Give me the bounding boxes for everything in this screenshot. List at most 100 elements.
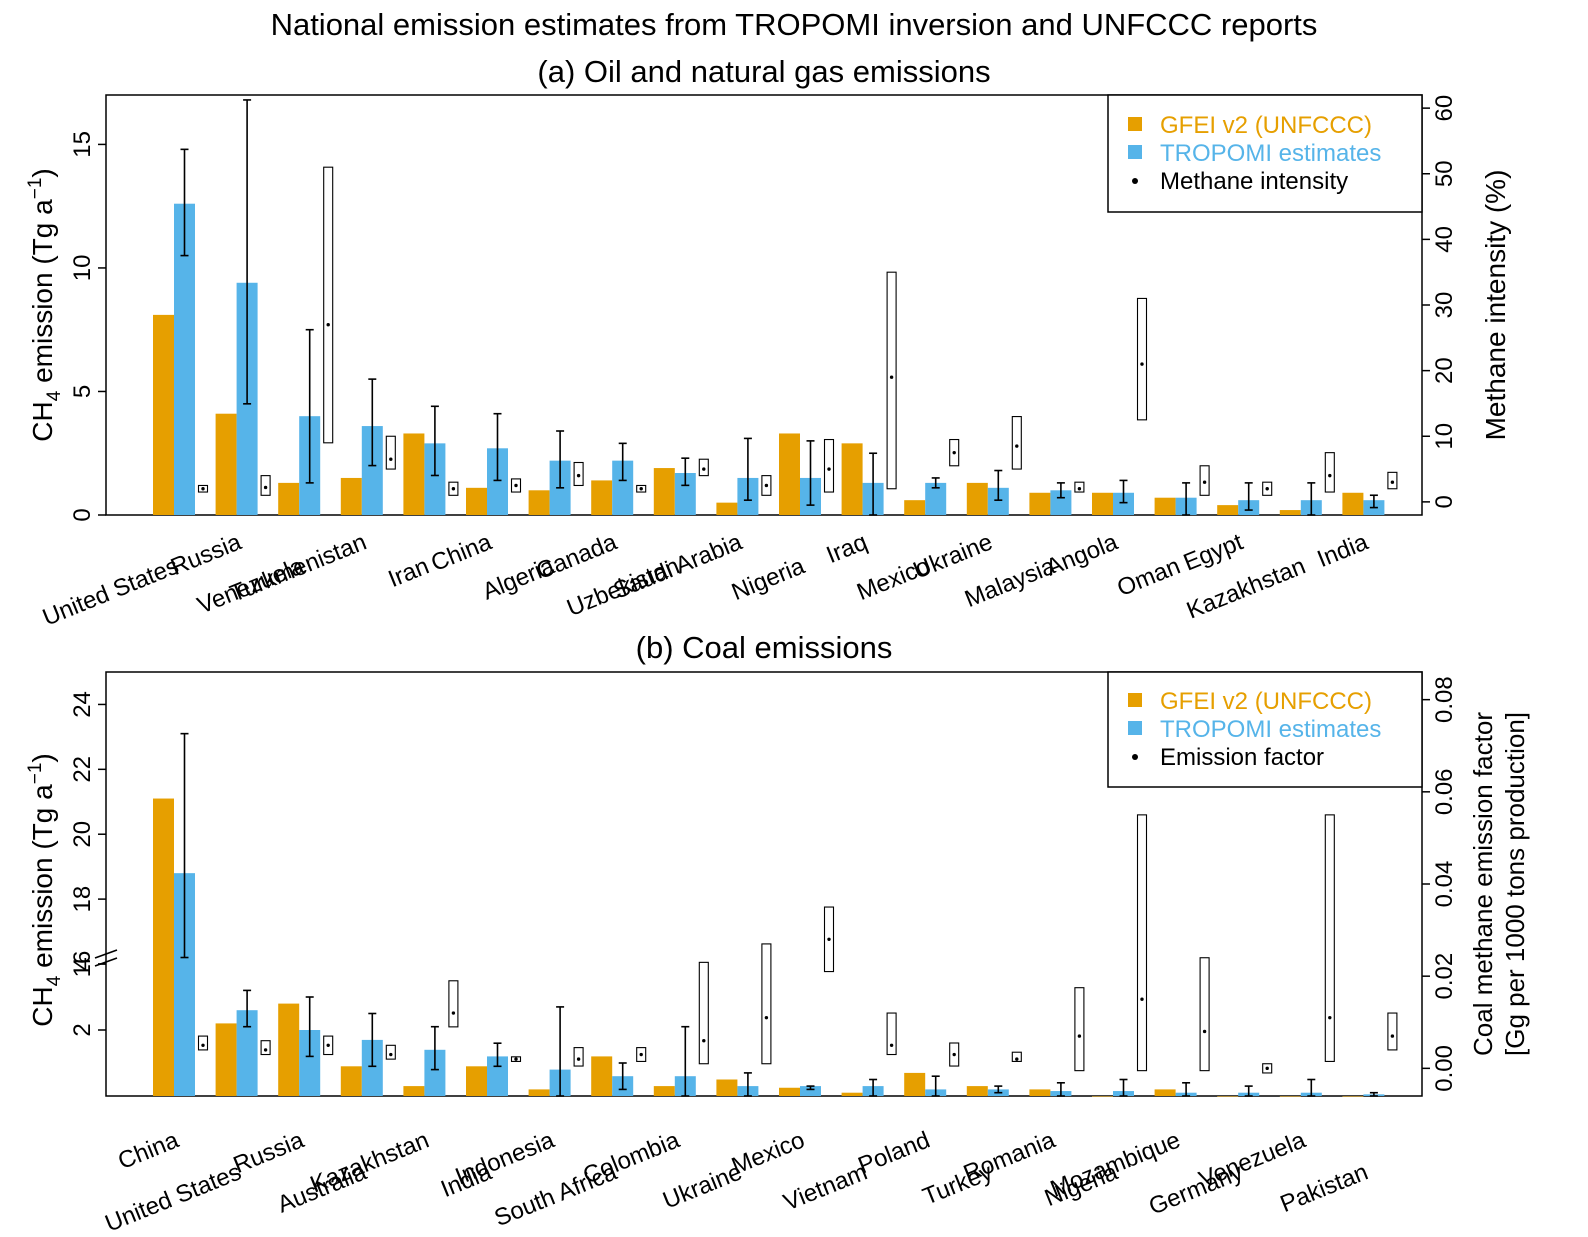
marker-range-box-india [510,1056,522,1062]
gfei-bar-turkmenistan [340,477,362,515]
panel-a-title: (a) Oil and natural gas emissions [537,54,990,89]
gfei-bar-angola [1092,492,1113,515]
marker-range-box-turkey [1011,1051,1022,1062]
marker-dot-saudi-arabia [764,483,769,488]
tropomi-bar-united-states [236,1010,258,1096]
legend-gfei-swatch [1128,693,1142,707]
gfei-bar-australia [340,1066,362,1096]
legend-tropomi-swatch [1128,145,1142,159]
y2-tick-label: 0.06 [1431,768,1458,815]
tropomi-bar-ukraine [987,487,1009,515]
country-label-kazakhstan: Kazakhstan [307,1127,433,1199]
country-label-oman: Oman [1113,553,1184,603]
gfei-bar-vietnam [841,1092,863,1096]
tropomi-bar-mexico [925,482,947,515]
gfei-bar-oman [1154,497,1176,515]
country-label-colombia: Colombia [579,1126,684,1189]
country-label-ukraine: Ukraine [910,529,997,585]
legend-tropomi-swatch [1128,721,1142,735]
marker-range-box-kazakhstan [448,980,459,1028]
marker-dot-south-africa [639,1052,643,1057]
gfei-bar-united-states [215,1023,237,1096]
tropomi-bar-mexico [800,1086,821,1096]
marker-range-box-australia [385,1044,396,1060]
gfei-bar-russia [278,1003,300,1096]
marker-range-box-mexico [949,438,960,467]
y2-tick-label: 0.00 [1431,1045,1458,1092]
marker-dot-malaysia [1077,487,1082,491]
gfei-bar-germany [1217,1096,1239,1097]
tropomi-bar-china [487,448,508,515]
y2-tick-label: 0.08 [1431,676,1458,723]
marker-dot-mexico [827,937,831,942]
marker-range-box-pakistan [1387,1012,1398,1051]
marker-dot-australia [389,1052,393,1057]
panel-b-legend-box [1107,671,1423,788]
marker-dot-indonesia [576,1057,581,1061]
y-tick-label: 24 [69,691,96,718]
legend-marker-label: Emission factor [1160,744,1324,771]
country-label-india: India [1314,528,1373,573]
gfei-bar-iran [403,433,425,515]
axis-break-mark [94,949,118,959]
y2-tick-label: 0.02 [1431,953,1458,1000]
marker-range-box-china [197,1035,209,1051]
gfei-bar-ukraine [716,1079,738,1096]
country-label-iraq: Iraq [823,529,871,570]
marker-range-box-colombia [698,961,709,1065]
gfei-bar-poland [904,1072,926,1096]
marker-range-box-canada [636,484,647,493]
marker-range-box-venezuela [1324,814,1335,1062]
country-label-pakistan: Pakistan [1276,1159,1371,1219]
gfei-bar-algeria [528,490,550,515]
tropomi-bar-iran [424,443,446,515]
marker-dot-nigeria [1140,997,1144,1001]
panel-a-y-axis-label: CH4 emission (Tg a−1) [25,168,65,441]
gfei-bar-romania [1029,1089,1051,1096]
gfei-bar-china [466,487,487,515]
marker-range-box-india [1387,471,1398,490]
marker-dot-germany [1265,1066,1269,1071]
marker-range-box-russia [323,1035,334,1056]
gfei-bar-indonesia [528,1089,550,1096]
y-tick-label: 2 [69,1023,96,1036]
country-label-venezuela: Venezuela [1195,1126,1310,1193]
marker-range-box-china [510,478,522,493]
marker-dot-oman [1202,480,1207,484]
gfei-bar-united-states [153,314,174,515]
marker-range-box-venezuela [323,166,334,444]
y2-tick-label: 50 [1431,160,1458,187]
gfei-bar-kazakhstan [403,1086,425,1096]
gfei-bar-uzbekistan [653,468,675,515]
gfei-bar-south-africa [591,1056,613,1096]
marker-dot-china [514,483,518,488]
gfei-bar-iraq [841,443,863,515]
gfei-bar-mozambique [1154,1089,1176,1096]
gfei-bar-saudi-arabia [716,502,738,515]
marker-range-box-ukraine [761,943,772,1065]
gfei-bar-venezuela [1279,1096,1301,1097]
y-tick-label: 5 [69,385,96,398]
marker-dot-vietnam [889,1043,894,1048]
marker-dot-canada [639,487,643,491]
tropomi-bar-kazakhstan [424,1049,446,1096]
marker-dot-turkmenistan [389,457,393,461]
panel-b-y-axis-label: CH4 emission (Tg a−1) [25,753,65,1026]
marker-dot-mexico [952,450,956,455]
gfei-bar-russia [215,413,237,515]
panel-b-legend: GFEI v2 (UNFCCC) TROPOMI estimates Emiss… [1107,671,1423,788]
tropomi-bar-australia [361,1039,383,1096]
marker-dot-china [201,1043,205,1048]
marker-range-box-saudi-arabia [761,475,772,496]
legend-gfei-label: GFEI v2 (UNFCCC) [1160,112,1372,139]
gfei-bar-venezuela [278,482,300,515]
marker-dot-russia [263,485,268,490]
marker-dot-pakistan [1390,1034,1395,1038]
panel-a-bars [153,99,1398,516]
legend-marker-dot [1132,754,1138,760]
marker-range-box-iran [448,481,459,496]
panel-b-y2-axis-label-line1: Coal methane emission factor [1468,712,1498,1056]
y2-tick-label: 0.04 [1431,861,1458,908]
marker-dot-india [1390,480,1395,484]
